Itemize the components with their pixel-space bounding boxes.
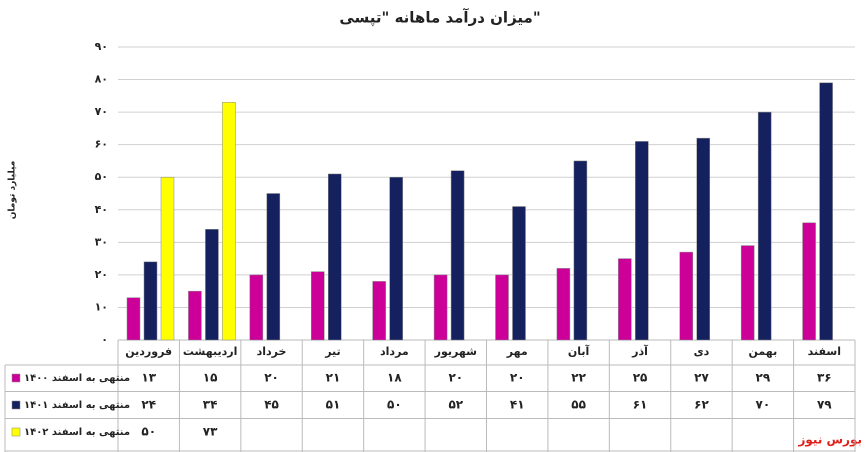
bar [757, 111, 772, 341]
bar [126, 297, 141, 341]
y-axis-label: میلیارد تومان [8, 161, 18, 220]
legend-label: منتهی به اسفند ۱۴۰۲ [24, 427, 130, 438]
x-tick-label: مهر [506, 345, 528, 358]
bar [679, 251, 693, 341]
legend-swatch [11, 373, 21, 383]
x-tick-label: آذر [631, 344, 648, 358]
x-tick-label: دی [694, 345, 710, 358]
bar [495, 274, 509, 341]
bar [328, 173, 342, 341]
legend-label: منتهی به اسفند ۱۴۰۱ [24, 400, 130, 411]
bar [635, 141, 649, 341]
y-tick-label: ۱۰ [95, 300, 108, 313]
bar [512, 206, 526, 341]
source: بورس نیوز [797, 433, 862, 448]
value-label: ۵۱ [326, 398, 341, 412]
y-tick-label: ۹۰ [95, 40, 108, 53]
value-label: ۲۱ [326, 371, 341, 385]
value-label: ۱۳ [141, 371, 156, 385]
value-label: ۴۵ [264, 398, 279, 412]
bar [556, 268, 571, 341]
value-label: ۲۴ [141, 398, 156, 412]
y-tick-label: ۴۰ [95, 203, 108, 216]
value-label: ۵۵ [571, 398, 586, 412]
bar [450, 170, 465, 341]
value-label: ۲۰ [448, 371, 463, 385]
bar [372, 281, 386, 341]
legend-swatch [11, 400, 21, 410]
y-tick-label: ۰ [101, 333, 108, 346]
x-tick-label: اسفند [808, 345, 841, 358]
value-label: ۳۶ [817, 371, 832, 385]
y-tick-label: ۷۰ [95, 105, 108, 118]
value-label: ۲۵ [633, 371, 648, 385]
x-tick-label: فروردین [125, 345, 172, 358]
bar [143, 261, 158, 341]
bar [222, 102, 236, 341]
y-tick-label: ۸۰ [95, 73, 108, 86]
x-tick-label: بهمن [749, 345, 778, 358]
bar [740, 245, 755, 341]
x-tick-label: خرداد [257, 345, 287, 358]
value-label: ۷۳ [203, 425, 218, 439]
x-tick-label: اردیبهشت [183, 345, 237, 358]
value-label: ۲۰ [510, 371, 525, 385]
bar [311, 271, 325, 341]
bar [819, 82, 833, 341]
value-label: ۳۴ [203, 398, 218, 412]
value-label: ۵۲ [448, 398, 463, 412]
value-label: ۶۲ [694, 398, 709, 412]
bar [389, 176, 403, 341]
x-tick-label: آبان [568, 344, 590, 358]
y-tick-label: ۳۰ [95, 235, 108, 248]
value-label: ۶۱ [633, 398, 648, 412]
bar [696, 137, 710, 341]
y-tick-label: ۶۰ [95, 138, 108, 151]
x-tick-label: شهریور [434, 345, 477, 358]
value-label: ۴۱ [510, 398, 525, 412]
value-label: ۲۰ [264, 371, 279, 385]
value-label: ۲۹ [756, 371, 771, 385]
value-label: ۲۲ [571, 371, 586, 385]
bar [433, 274, 448, 341]
bar [205, 229, 219, 341]
value-label: ۷۰ [756, 398, 771, 412]
x-tick-label: تیر [324, 345, 340, 358]
legend-swatch [11, 427, 21, 437]
x-tick-label: مرداد [380, 345, 409, 358]
chart-title: میزان درآمد ماهانه "تپسی" [339, 9, 540, 28]
bar [618, 258, 632, 341]
bar [573, 160, 588, 341]
bar [249, 274, 264, 341]
y-tick-label: ۵۰ [95, 170, 108, 183]
bar [160, 176, 175, 341]
y-tick-label: ۲۰ [95, 268, 108, 281]
value-label: ۱۵ [203, 371, 218, 385]
value-label: ۷۹ [817, 398, 832, 412]
bar [802, 222, 816, 341]
value-label: ۵۰ [387, 398, 402, 412]
legend-label: منتهی به اسفند ۱۴۰۰ [24, 373, 130, 384]
value-label: ۵۰ [141, 425, 156, 439]
bar [188, 290, 202, 341]
bar [266, 193, 281, 341]
value-label: ۲۷ [694, 371, 709, 385]
value-label: ۱۸ [387, 371, 402, 385]
